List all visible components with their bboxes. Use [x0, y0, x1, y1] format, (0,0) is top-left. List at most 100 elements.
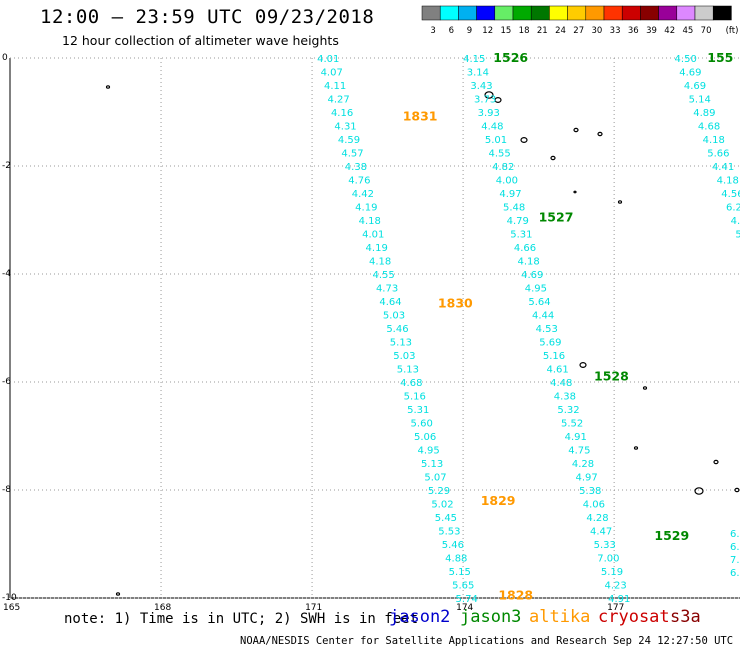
swh-value: 5.07	[424, 473, 446, 484]
pass-label: 1527	[539, 209, 574, 224]
swh-value: 5.65	[452, 581, 474, 592]
swh-value: 4.38	[345, 162, 367, 173]
map-title: 12:00 – 23:59 UTC 09/23/2018	[40, 6, 375, 28]
swh-value: 4.61	[546, 365, 568, 376]
swh-value: 5.03	[393, 351, 415, 362]
swh-value: 4.01	[317, 54, 339, 65]
island-outline	[579, 362, 587, 369]
swh-value: 4.19	[355, 203, 377, 214]
island-outline	[642, 386, 648, 390]
legend-tick-label: 45	[682, 26, 693, 36]
swh-value: 4.97	[575, 473, 597, 484]
swh-value: 5.29	[428, 486, 450, 497]
swh-value: 3.73	[474, 95, 496, 106]
swh-value: 4.41	[712, 162, 734, 173]
swh-value: 4.27	[327, 95, 349, 106]
pass-label: 1529	[654, 528, 689, 543]
legend-tick-label: 6	[449, 26, 454, 36]
island-outline	[573, 190, 577, 194]
swh-value: 5.13	[421, 459, 443, 470]
swh-value: 5.19	[601, 567, 623, 578]
swh-value: 4.01	[362, 230, 384, 241]
island-outline	[520, 137, 528, 144]
lon-tick-label: 171	[305, 603, 322, 613]
legend-altika: altika	[529, 607, 591, 627]
lat-tick-label: 0	[2, 53, 8, 63]
swh-value: 3.93	[478, 108, 500, 119]
swh-value: 4.95	[525, 284, 547, 295]
swh-value: 5.74	[456, 594, 478, 605]
swh-value: 4.75	[568, 446, 590, 457]
island-outline	[713, 459, 719, 465]
swh-value: 4.55	[488, 149, 510, 160]
swh-value: 6.26	[726, 203, 740, 214]
legend-tick-label: 36	[628, 26, 639, 36]
swh-value: 4.44	[532, 311, 554, 322]
swh-value: 5.48	[503, 203, 525, 214]
swh-value: 5.02	[431, 500, 453, 511]
swh-value: 5.03	[383, 311, 405, 322]
swh-value: 4.69	[521, 270, 543, 281]
swh-value: 5.60	[411, 419, 433, 430]
swh-value: 4.19	[366, 243, 388, 254]
legend-tick-label: 18	[519, 26, 530, 36]
lat-tick-label: -6	[2, 377, 11, 387]
island-outline	[105, 85, 111, 89]
swh-value: 5.33	[594, 540, 616, 551]
legend-tick-label: 24	[555, 26, 566, 36]
swh-value: 5.01	[485, 135, 507, 146]
legend-tick-label: 15	[500, 26, 511, 36]
swh-value: 4.31	[334, 122, 356, 133]
legend-jason3: jason3	[460, 607, 522, 627]
swh-value: 4.56	[721, 189, 740, 200]
swh-value: 5.13	[397, 365, 419, 376]
lat-tick-label: -4	[2, 269, 11, 279]
swh-value: 4.76	[348, 176, 370, 187]
pass-label: 1830	[438, 296, 473, 311]
swh-value: 4.18	[717, 176, 739, 187]
swh-value: 4.48	[481, 122, 503, 133]
swh-value: 4.82	[492, 162, 514, 173]
swh-value: 6.	[730, 568, 740, 579]
swh-value: 4.06	[583, 500, 605, 511]
island-outline	[494, 96, 502, 103]
swh-value: 4.97	[499, 189, 521, 200]
legend-jason2: jason2	[389, 607, 451, 627]
swh-value: 4.73	[376, 284, 398, 295]
swh-value: 4.69	[679, 68, 701, 79]
swh-value: 4.00	[496, 176, 518, 187]
color-legend: 3 6 9 12 15 18 21 24 27 30 33 36 39 42 45 70 (ft)	[421, 5, 738, 36]
pass-label: 155	[707, 50, 733, 65]
swh-value: 4.91	[608, 594, 630, 605]
legend-tick-label: 39	[646, 26, 657, 36]
swh-value: 3.43	[470, 81, 492, 92]
lon-tick-label: 174	[456, 603, 473, 613]
lon-tick-label: 177	[607, 603, 624, 613]
lon-tick-label: 165	[3, 603, 20, 613]
island-outline	[484, 91, 494, 99]
swh-value: 4.89	[693, 108, 715, 119]
swh-value: 4.28	[586, 513, 608, 524]
swh-value: 4.18	[369, 257, 391, 268]
legend-cryosat: cryosat	[598, 607, 670, 627]
legend-unit: (ft)	[726, 26, 738, 36]
pass-label: 1829	[481, 493, 516, 508]
swh-value: 4.68	[698, 122, 720, 133]
swh-value: 4.07	[321, 68, 343, 79]
swh-value: 4.42	[352, 189, 374, 200]
lat-tick-label: -10	[2, 593, 17, 603]
swh-value: 7.00	[597, 554, 619, 565]
swh-value: 5.31	[510, 230, 532, 241]
swh-value: 5.14	[689, 95, 711, 106]
credit-line: NOAA/NESDIS Center for Satellite Applica…	[240, 635, 740, 647]
swh-value: 4.18	[359, 216, 381, 227]
swh-value: 4.38	[554, 392, 576, 403]
legend-s3a: s3a	[670, 607, 701, 627]
swh-value: 4.66	[514, 243, 536, 254]
swh-value: 5.64	[528, 297, 550, 308]
swh-value: 4.23	[604, 581, 626, 592]
swh-value: 5.06	[414, 432, 436, 443]
swh-value: 4.15	[463, 54, 485, 65]
pass-label: 1831	[403, 108, 438, 123]
